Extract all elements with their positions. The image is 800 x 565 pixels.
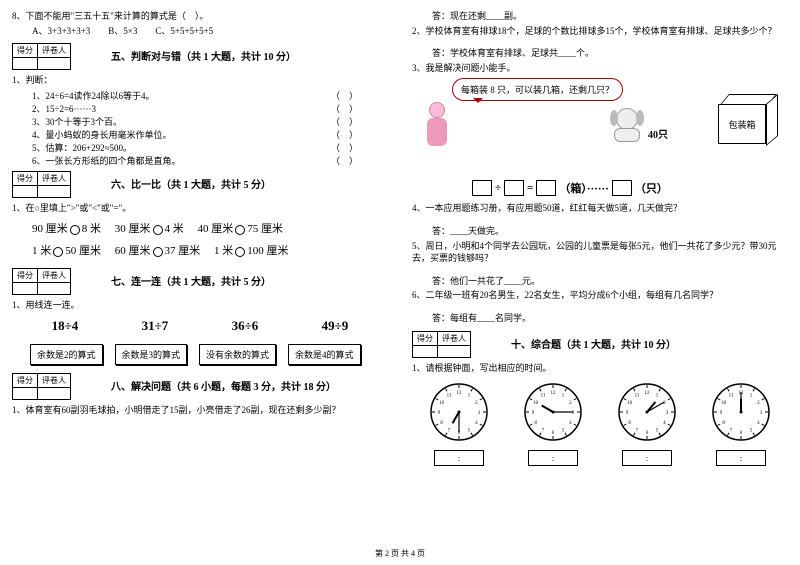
clock-4: 121234567891011	[711, 382, 771, 442]
tf-paren: （ ）	[331, 115, 358, 128]
section-6-title: 六、比一比（共 1 大题，共计 5 分）	[111, 176, 271, 191]
clocks-row: 121234567891011 121234567891011 12123456…	[412, 382, 788, 442]
sec6-q: 1、在○里填上">"或"<"或"="。	[12, 202, 388, 215]
svg-text:12: 12	[551, 391, 557, 396]
answer-1: 答：现在还剩____副。	[412, 10, 788, 23]
tf-item: 3、30个十等于3个百。	[32, 115, 122, 128]
answer-5: 答：他们一共花了____元。	[412, 275, 788, 288]
section-10-title: 十、综合题（共 1 大题，共计 10 分）	[511, 336, 676, 351]
compare-row-2: 1 米50 厘米 60 厘米37 厘米 1 米100 厘米	[32, 242, 388, 258]
score-box-5: 得分评卷人	[12, 43, 71, 70]
q5: 5、周日，小明和4个同学去公园玩，公园的儿童票是每张5元，他们一共花了多少元？带…	[412, 240, 788, 265]
remainder-boxes: 余数是2的算式 余数是3的算式 没有余数的算式 余数是4的算式	[30, 344, 388, 365]
dog-icon	[612, 108, 642, 146]
svg-text:10: 10	[627, 401, 633, 406]
section-5-title: 五、判断对与错（共 1 大题，共计 10 分）	[111, 48, 296, 63]
answer-6: 答：每组有____名同学。	[412, 312, 788, 325]
count-label: 40只	[648, 126, 668, 141]
problem-illustration: 每箱装 8 只，可以装几箱，还剩几只？ 40只 包装箱 ÷= （箱）······…	[412, 78, 788, 198]
q6: 6、二年级一班有20名男生，22名女生，平均分成6个小组，每组有几名同学？	[412, 289, 788, 302]
sec8-q1: 1、体育室有60副羽毛球拍，小明借走了15副，小亮借走了26副，现在还剩多少副？	[12, 404, 388, 417]
score-box-7: 得分评卷人	[12, 268, 71, 295]
sec5-q: 1、判断：	[12, 74, 388, 87]
division-row: 18÷4 31÷7 36÷6 49÷9	[12, 318, 388, 334]
tf-paren: （ ）	[331, 141, 358, 154]
score-box-8: 得分评卷人	[12, 373, 71, 400]
svg-text:10: 10	[439, 401, 445, 406]
q8-options: A、3+3+3+3+3 B、5×3 C、5+5+5+5+5	[12, 25, 388, 38]
tf-paren: （ ）	[331, 128, 358, 141]
svg-text:10: 10	[721, 401, 727, 406]
equation-row: ÷= （箱）······ （只）	[472, 180, 668, 196]
tf-item: 2、15÷2=6······3	[32, 102, 96, 115]
tf-item: 5、估算：206+292≈500。	[32, 141, 132, 154]
svg-text:11: 11	[541, 394, 546, 399]
tf-paren: （ ）	[331, 154, 358, 167]
tf-paren: （ ）	[331, 102, 358, 115]
q3: 3、我是解决问题小能手。	[412, 62, 788, 75]
answer-4: 答：____天做完。	[412, 225, 788, 238]
sec10-q: 1、请根据钟面，写出相应的时间。	[412, 362, 788, 375]
q8-text: 8、下面不能用"三五十五"来计算的算式是（ ）。	[12, 10, 388, 23]
tf-paren: （ ）	[331, 89, 358, 102]
svg-text:10: 10	[533, 401, 539, 406]
answer-2: 答：学校体育室有排球、足球共____个。	[412, 47, 788, 60]
svg-text:12: 12	[457, 391, 463, 396]
section-8-title: 八、解决问题（共 6 小题，每题 3 分，共计 18 分）	[111, 378, 336, 393]
svg-text:11: 11	[729, 394, 734, 399]
page-footer: 第 2 页 共 4 页	[0, 548, 800, 559]
tf-item: 4、量小蚂蚁的身长用毫米作单位。	[32, 128, 172, 141]
time-boxes: : : : :	[412, 450, 788, 466]
q4: 4、一本应用题练习册，有应用题50道，红红每天做5道，几天做完？	[412, 202, 788, 215]
clock-1: 121234567891011	[429, 382, 489, 442]
girl-icon	[422, 102, 452, 157]
svg-text:11: 11	[635, 394, 640, 399]
package-box-icon: 包装箱	[718, 94, 778, 144]
speech-bubble: 每箱装 8 只，可以装几箱，还剩几只？	[452, 78, 623, 101]
svg-text:12: 12	[645, 391, 651, 396]
score-box-6: 得分评卷人	[12, 171, 71, 198]
sec7-q: 1、用线连一连。	[12, 299, 388, 312]
tf-item: 1、24÷6=4读作24除以6等于4。	[32, 89, 155, 102]
tf-item: 6、一张长方形纸的四个角都是直角。	[32, 154, 181, 167]
clock-2: 121234567891011	[523, 382, 583, 442]
score-box-10: 得分评卷人	[412, 331, 471, 358]
q2: 2、学校体育室有排球18个，足球的个数比排球多15个，学校体育室有排球、足球共多…	[412, 25, 788, 38]
svg-text:11: 11	[447, 394, 452, 399]
clock-3: 121234567891011	[617, 382, 677, 442]
compare-row-1: 90 厘米8 米 30 厘米4 米 40 厘米75 厘米	[32, 220, 388, 236]
section-7-title: 七、连一连（共 1 大题，共计 5 分）	[111, 273, 271, 288]
